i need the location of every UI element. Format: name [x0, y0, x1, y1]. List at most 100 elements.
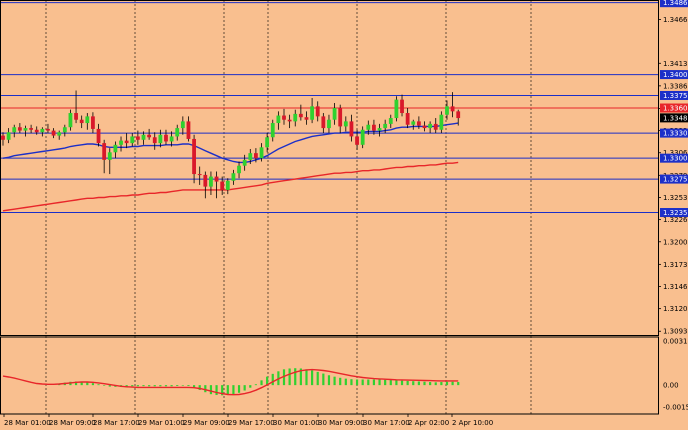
price-level-label: 1.33750 — [663, 92, 688, 100]
price-level-label: 1.33482 — [663, 114, 688, 122]
bull-candle-body — [6, 132, 11, 140]
bear-candle-body — [315, 106, 320, 117]
bear-candle-body — [164, 134, 168, 142]
bear-candle-body — [135, 136, 140, 140]
bear-candle-body — [254, 153, 258, 159]
bull-candle-body — [343, 121, 348, 127]
bull-candle-body — [62, 127, 67, 133]
time-tick-label: 2 Apr 02:00 — [408, 419, 449, 427]
bull-candle-body — [23, 128, 28, 131]
bear-candle-body — [372, 124, 376, 131]
price-tick-label: 1.32530 — [663, 194, 688, 202]
bear-candle-body — [124, 140, 129, 144]
bear-candle-body — [416, 121, 421, 126]
time-tick-label: 28 Mar 17:00 — [93, 419, 140, 427]
bear-candle-body — [214, 176, 219, 182]
bear-candle-body — [1, 135, 5, 140]
bear-candle-body — [51, 130, 56, 136]
macd-signal-line — [2, 368, 459, 396]
grid-lines — [45, 0, 532, 414]
bear-candle-body — [287, 119, 292, 122]
bear-candle-body — [34, 129, 39, 133]
price-tick-label: 1.31200 — [663, 305, 688, 313]
indicator-axis: 0.003126 0.00 -0.00156 — [663, 338, 688, 412]
time-tick-label: 30 Mar 01:00 — [273, 419, 320, 427]
price-level-label: 1.33600 — [663, 105, 688, 113]
bear-candle-body — [102, 143, 107, 160]
time-tick-label: 30 Mar 17:00 — [363, 419, 410, 427]
slow-moving-average-line — [2, 161, 459, 212]
main-panel-border — [0, 0, 659, 336]
bull-candle-body — [445, 106, 449, 115]
bull-candle-body — [242, 159, 247, 166]
bull-candle-body — [270, 123, 275, 138]
indicator-panel-border — [0, 336, 659, 415]
price-axis: 1.346601.341351.338651.335951.333301.330… — [658, 0, 688, 336]
bull-candle-body — [366, 124, 371, 130]
indicator-tick-label: 0.00 — [663, 382, 679, 390]
bear-candle-body — [220, 181, 225, 190]
bear-candle-body — [79, 119, 84, 124]
price-tick-label: 1.31465 — [663, 283, 688, 291]
bear-candle-body — [433, 123, 438, 130]
bear-candle-body — [186, 121, 191, 139]
bull-candle-body — [40, 128, 45, 133]
bull-candle-body — [259, 147, 264, 159]
bear-candle-body — [304, 117, 309, 120]
indicator-tick-label: 0.003126 — [663, 338, 688, 346]
bear-candle-body — [197, 174, 202, 176]
macd-panel — [2, 368, 460, 396]
time-tick-label: 28 Mar 01:00 — [4, 419, 51, 427]
time-tick-label: 30 Mar 09:00 — [318, 419, 365, 427]
price-tick-label: 1.32265 — [663, 216, 688, 224]
bear-candle-body — [450, 106, 455, 112]
bull-candle-body — [388, 118, 393, 124]
candles — [1, 90, 461, 199]
price-tick-label: 1.32000 — [663, 238, 688, 246]
bull-candle-body — [225, 180, 230, 190]
price-level-label-box — [660, 0, 688, 8]
bull-candle-body — [293, 113, 298, 122]
bull-candle-body — [175, 128, 180, 137]
bear-candle-body — [192, 138, 196, 175]
price-tick-label: 1.30930 — [663, 328, 688, 336]
time-tick-label: 29 Mar 17:00 — [228, 419, 275, 427]
price-tick-label: 1.33065 — [663, 149, 688, 157]
price-level-label-box — [660, 128, 688, 138]
price-level-label: 1.32750 — [663, 176, 688, 184]
bear-candle-body — [152, 137, 157, 144]
bull-candle-body — [411, 121, 416, 125]
bear-candle-body — [400, 99, 404, 114]
bull-candle-body — [439, 114, 444, 130]
bear-candle-body — [29, 128, 33, 130]
bull-candle-body — [310, 106, 314, 120]
price-level-label: 1.33000 — [663, 155, 688, 163]
bear-candle-body — [422, 125, 427, 129]
price-level-label-box — [660, 208, 688, 218]
bull-candle-body — [57, 132, 62, 136]
bull-candle-body — [158, 134, 163, 144]
time-tick-label: 2 Apr 10:00 — [452, 419, 493, 427]
price-level-label: 1.34000 — [663, 71, 688, 79]
bull-candle-body — [237, 165, 241, 174]
bull-candle-body — [180, 121, 185, 129]
bear-candle-body — [349, 121, 354, 137]
bull-candle-body — [85, 116, 90, 124]
time-tick-label: 28 Mar 09:00 — [49, 419, 96, 427]
time-tick-label: 29 Mar 01:00 — [138, 419, 185, 427]
price-level-label-box — [660, 70, 688, 80]
bull-candle-body — [169, 136, 174, 142]
price-level-label-box — [660, 153, 688, 163]
bull-candle-body — [248, 153, 253, 160]
bear-candle-body — [74, 113, 78, 120]
price-level-label-box — [660, 103, 688, 113]
indicator-tick-label: -0.00156 — [663, 404, 688, 412]
bear-candle-body — [282, 115, 286, 120]
bear-candle-body — [456, 111, 461, 119]
bull-candle-body — [383, 123, 388, 129]
